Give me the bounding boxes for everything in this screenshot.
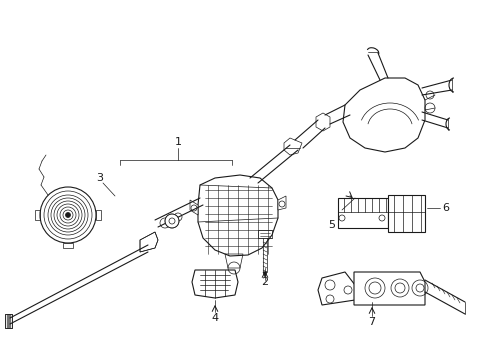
Polygon shape — [5, 314, 12, 328]
Polygon shape — [192, 270, 238, 298]
Polygon shape — [343, 78, 425, 152]
Circle shape — [66, 212, 71, 217]
Text: 7: 7 — [368, 317, 375, 327]
Polygon shape — [278, 196, 286, 210]
Polygon shape — [318, 272, 355, 305]
Polygon shape — [316, 113, 330, 131]
Text: 5: 5 — [328, 220, 336, 230]
Polygon shape — [263, 272, 267, 277]
Text: 1: 1 — [174, 137, 181, 147]
Polygon shape — [338, 198, 388, 228]
Polygon shape — [284, 138, 302, 155]
Polygon shape — [354, 272, 425, 305]
Polygon shape — [140, 232, 158, 252]
Text: 4: 4 — [212, 313, 219, 323]
Polygon shape — [388, 195, 425, 232]
Text: 2: 2 — [262, 277, 269, 287]
Polygon shape — [198, 175, 278, 256]
Circle shape — [165, 214, 179, 228]
Text: 6: 6 — [442, 203, 449, 213]
Text: 3: 3 — [97, 173, 103, 183]
Polygon shape — [190, 200, 198, 215]
